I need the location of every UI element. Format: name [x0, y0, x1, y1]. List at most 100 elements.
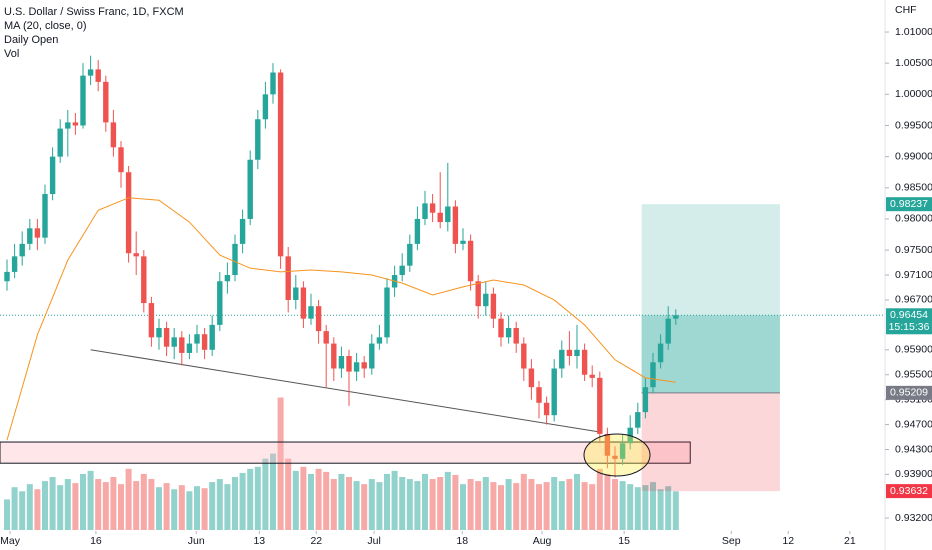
- candle-body: [498, 318, 504, 338]
- x-tick-label: May: [0, 535, 21, 547]
- y-tick-label: 0.98000: [895, 213, 932, 225]
- candle-body: [262, 94, 269, 120]
- candle-body: [399, 265, 405, 276]
- candle-body: [315, 306, 322, 332]
- volume-bar: [528, 479, 535, 530]
- candle-body: [665, 318, 671, 344]
- x-tick-label: Sep: [722, 535, 741, 547]
- candle-body: [543, 402, 550, 416]
- candle-body: [331, 343, 337, 369]
- candle-body: [369, 343, 375, 369]
- volume-bar: [581, 482, 588, 530]
- volume-bar: [247, 468, 254, 530]
- volume-bar: [650, 482, 656, 530]
- candle-body: [118, 147, 124, 173]
- candle-body: [490, 293, 497, 319]
- candle-body: [133, 253, 139, 257]
- volume-bar: [57, 485, 64, 530]
- volume-bar: [536, 484, 542, 530]
- candle-body: [232, 243, 238, 276]
- candle-body: [559, 349, 565, 369]
- profit-zone: [641, 315, 780, 393]
- y-tick-label: 0.94300: [895, 443, 932, 455]
- candle-body: [642, 387, 649, 413]
- volume-bar: [513, 483, 520, 530]
- candle-body: [300, 287, 307, 319]
- candle-body: [65, 122, 71, 129]
- candle-body: [635, 412, 641, 428]
- volume-bar: [80, 473, 86, 530]
- volume-bar: [604, 473, 611, 530]
- price-tag: [886, 197, 932, 212]
- volume-bar: [300, 466, 307, 530]
- candle-body: [186, 343, 193, 353]
- volume-bar: [444, 471, 451, 530]
- volume-bar: [566, 479, 573, 530]
- candle-body: [110, 122, 117, 148]
- x-tick-label: 12: [782, 535, 794, 547]
- candle-body: [217, 281, 223, 325]
- candle-body: [194, 334, 200, 344]
- candle-body: [95, 69, 101, 82]
- plot-area: [0, 55, 885, 530]
- candle-body: [148, 303, 155, 338]
- volume-bar: [482, 477, 489, 530]
- volume-bar: [498, 485, 504, 530]
- volume-bar: [346, 477, 352, 530]
- candle-body: [353, 362, 360, 372]
- candle-body: [657, 343, 664, 363]
- y-tick-label: 1.00000: [895, 88, 932, 100]
- volume-bar: [292, 470, 299, 530]
- price-tag-label: 0.96454: [890, 309, 928, 321]
- volume-bar: [140, 473, 147, 530]
- y-tick-label: 0.93900: [895, 468, 932, 480]
- candle-body: [346, 356, 352, 372]
- volume-bar: [95, 479, 102, 530]
- candle-body: [338, 356, 345, 369]
- chart-title: U.S. Dollar / Swiss Franc, 1D, FXCM: [4, 6, 184, 18]
- y-tick-label: 0.99500: [895, 119, 932, 131]
- support-zone: [0, 441, 691, 464]
- volume-bar: [574, 473, 580, 530]
- candle-body: [551, 368, 557, 416]
- candle-body: [407, 243, 413, 266]
- volume-bar: [163, 483, 170, 530]
- volume-bar: [657, 489, 664, 530]
- volume-bar: [376, 482, 383, 530]
- x-tick-label: 22: [310, 535, 322, 547]
- candle-body: [125, 172, 132, 254]
- volume-bar: [323, 471, 330, 530]
- volume-bar: [665, 486, 672, 530]
- volume-bar: [520, 473, 527, 530]
- candle-body: [581, 349, 588, 375]
- volume-bar: [505, 479, 512, 530]
- volume-bar: [34, 489, 41, 530]
- x-tick-label: Jun: [188, 535, 205, 547]
- volume-bar: [171, 489, 178, 530]
- candle-body: [475, 281, 481, 307]
- volume-bar: [270, 453, 276, 530]
- price-tag: [886, 385, 932, 400]
- volume-bar: [437, 477, 444, 530]
- y-tick-label: 0.98500: [895, 182, 932, 194]
- candle-body: [255, 119, 261, 160]
- candle-body: [483, 293, 489, 307]
- countdown-label: 15:15:36: [889, 321, 930, 333]
- candle-body: [673, 315, 679, 319]
- volume-bar: [308, 473, 314, 530]
- volume-bar: [330, 479, 337, 530]
- candle-body: [293, 287, 299, 300]
- candle-body: [42, 194, 48, 238]
- volume-bar: [612, 479, 618, 530]
- candle-body: [277, 72, 284, 257]
- candle-body: [589, 374, 595, 378]
- indicator-label: Vol: [4, 48, 19, 60]
- volume-bar: [216, 479, 223, 530]
- volume-bar: [452, 474, 459, 530]
- y-tick-label: 0.94700: [895, 418, 932, 430]
- volume-bar: [148, 479, 155, 530]
- volume-bar: [262, 458, 269, 530]
- y-tick-label: 0.96700: [895, 294, 932, 306]
- candle-body: [141, 256, 147, 304]
- currency-label: CHF: [895, 4, 917, 16]
